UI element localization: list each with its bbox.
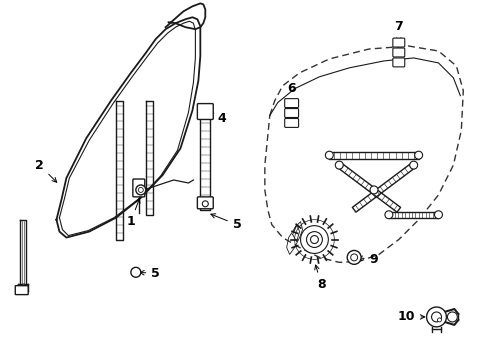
FancyBboxPatch shape [392, 58, 404, 67]
Text: 1: 1 [126, 198, 140, 228]
Circle shape [325, 151, 333, 159]
Text: 7: 7 [394, 20, 402, 42]
FancyBboxPatch shape [197, 104, 213, 120]
Text: 5: 5 [140, 267, 160, 280]
FancyBboxPatch shape [392, 38, 404, 47]
Text: 2: 2 [35, 159, 57, 182]
FancyBboxPatch shape [284, 109, 298, 117]
Circle shape [414, 151, 422, 159]
Circle shape [426, 307, 446, 327]
Polygon shape [352, 163, 415, 212]
FancyBboxPatch shape [284, 118, 298, 127]
FancyBboxPatch shape [197, 197, 213, 209]
FancyBboxPatch shape [392, 48, 404, 57]
Text: 5: 5 [210, 214, 241, 231]
Polygon shape [328, 152, 418, 159]
Text: 6: 6 [287, 82, 295, 105]
Text: 3: 3 [20, 283, 28, 296]
Circle shape [202, 201, 208, 207]
FancyBboxPatch shape [284, 99, 298, 108]
Text: 4: 4 [208, 112, 226, 125]
Text: 10: 10 [397, 310, 424, 323]
Polygon shape [388, 212, 438, 218]
Circle shape [310, 235, 318, 243]
Polygon shape [337, 163, 400, 212]
Circle shape [369, 186, 377, 194]
Circle shape [384, 211, 392, 219]
Circle shape [136, 185, 145, 195]
Circle shape [300, 226, 327, 253]
Circle shape [346, 251, 360, 264]
Text: 9: 9 [357, 253, 378, 266]
Circle shape [335, 161, 343, 169]
FancyBboxPatch shape [133, 179, 144, 197]
Circle shape [447, 312, 456, 322]
Circle shape [138, 188, 143, 192]
FancyBboxPatch shape [15, 286, 28, 294]
Circle shape [431, 312, 441, 322]
Circle shape [409, 161, 417, 169]
Circle shape [437, 318, 441, 322]
Circle shape [434, 211, 442, 219]
Circle shape [131, 267, 141, 277]
Text: 8: 8 [314, 265, 325, 291]
Circle shape [306, 231, 322, 247]
Circle shape [350, 254, 357, 261]
Circle shape [20, 284, 27, 290]
